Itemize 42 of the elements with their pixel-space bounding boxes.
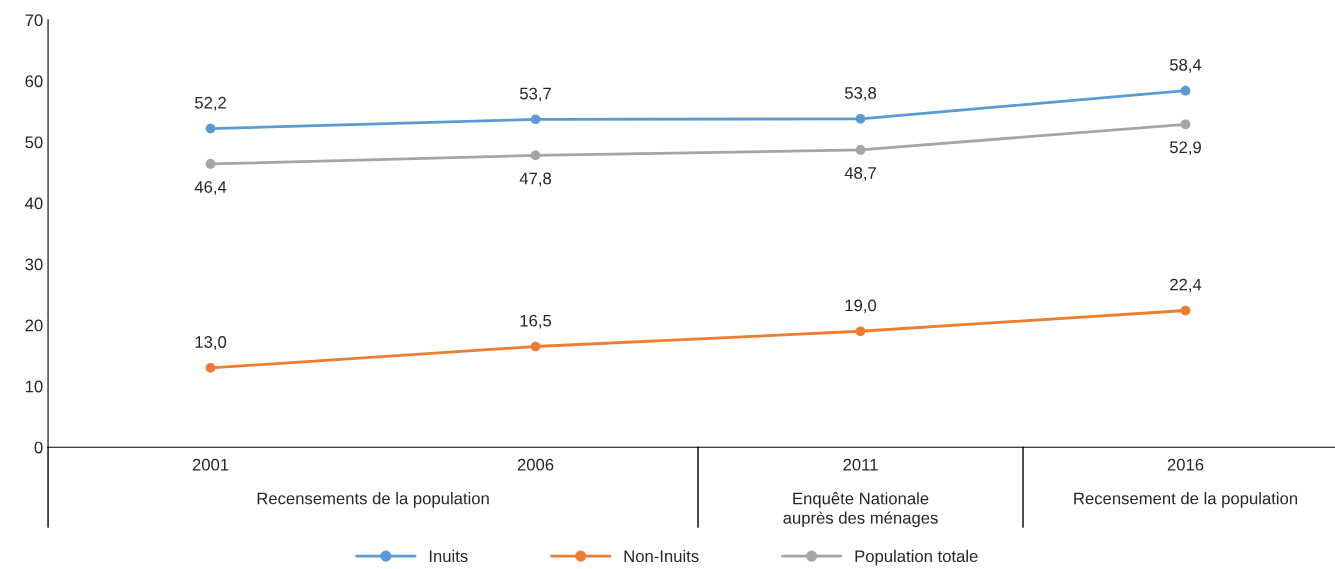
data-label: 13,0 — [195, 336, 227, 350]
point — [1180, 119, 1191, 130]
x-tick-label: 2016 — [1167, 458, 1204, 471]
y-tick-label: 50 — [25, 136, 43, 149]
data-label: 19,0 — [845, 299, 877, 314]
data-label: 53,8 — [844, 87, 877, 101]
data-label: 58,4 — [1169, 58, 1202, 73]
text: Recensements de la population — [257, 492, 489, 508]
data-label: 22,4 — [1170, 278, 1202, 293]
data-label: 46,4 — [194, 181, 227, 195]
legend-label: Inuits — [429, 549, 468, 563]
y-tick-label: 60 — [25, 75, 43, 88]
point — [205, 363, 216, 373]
point — [1180, 305, 1191, 316]
legend-label: Population totale — [855, 549, 978, 566]
data-label: 47,8 — [519, 172, 552, 187]
text: Recensement de la population — [1074, 492, 1298, 508]
y-tick-label: 40 — [25, 197, 43, 210]
x-tick-label: 2001 — [192, 458, 229, 471]
point — [530, 150, 541, 161]
point — [855, 326, 866, 337]
text: Enquête Nationale auprès des ménages — [783, 492, 938, 528]
point — [205, 159, 216, 169]
legend-label: Non-Inuits — [624, 549, 699, 563]
point — [530, 114, 541, 125]
data-label: 53,7 — [519, 87, 551, 102]
x-tick-label: 2006 — [517, 458, 554, 471]
x-tick-label: 2011 — [843, 458, 878, 471]
y-tick-label: 20 — [25, 319, 43, 332]
y-tick-label: 30 — [25, 258, 43, 271]
y-tick-label: 10 — [25, 380, 43, 393]
data-label: 16,5 — [520, 314, 552, 329]
data-label: 48,7 — [844, 167, 876, 181]
data-label: 52,9 — [1169, 141, 1201, 156]
point — [1180, 85, 1191, 96]
point — [855, 113, 866, 124]
y-tick-label: 0 — [34, 441, 43, 454]
point — [530, 341, 541, 352]
y-tick-label: 70 — [25, 14, 43, 27]
point — [205, 123, 216, 134]
data-label: 52,2 — [195, 96, 226, 111]
point — [855, 145, 866, 155]
